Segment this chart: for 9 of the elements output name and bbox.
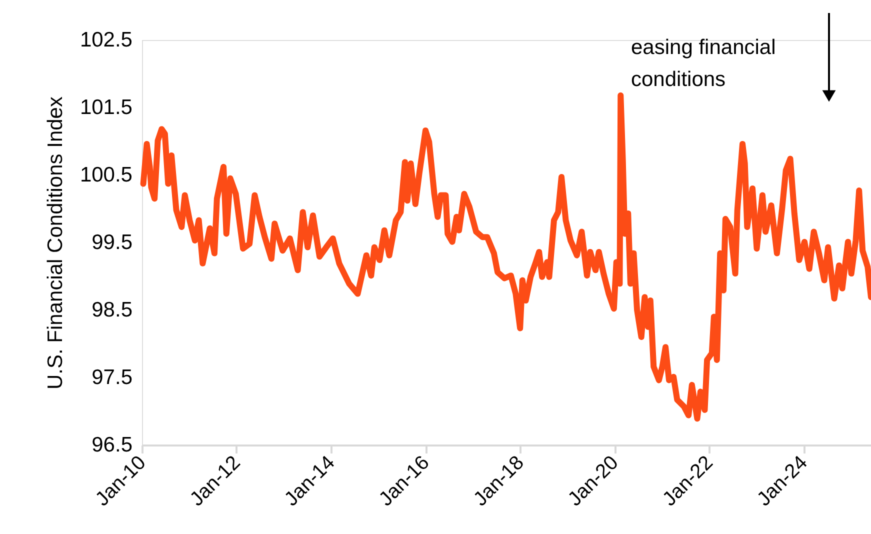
annotation: easing financial conditions bbox=[631, 36, 776, 91]
y-axis-title: U.S. Financial Conditions Index bbox=[44, 96, 67, 390]
y-tick-label: 98.5 bbox=[92, 298, 132, 322]
y-tick-label: 100.5 bbox=[80, 164, 132, 186]
y-tick-label: 97.5 bbox=[92, 366, 132, 389]
y-tick-label: 99.5 bbox=[92, 231, 132, 254]
y-tick-label: 96.5 bbox=[92, 434, 132, 456]
y-tick-label: 101.5 bbox=[80, 96, 132, 119]
y-tick-label: 102.5 bbox=[80, 28, 132, 52]
